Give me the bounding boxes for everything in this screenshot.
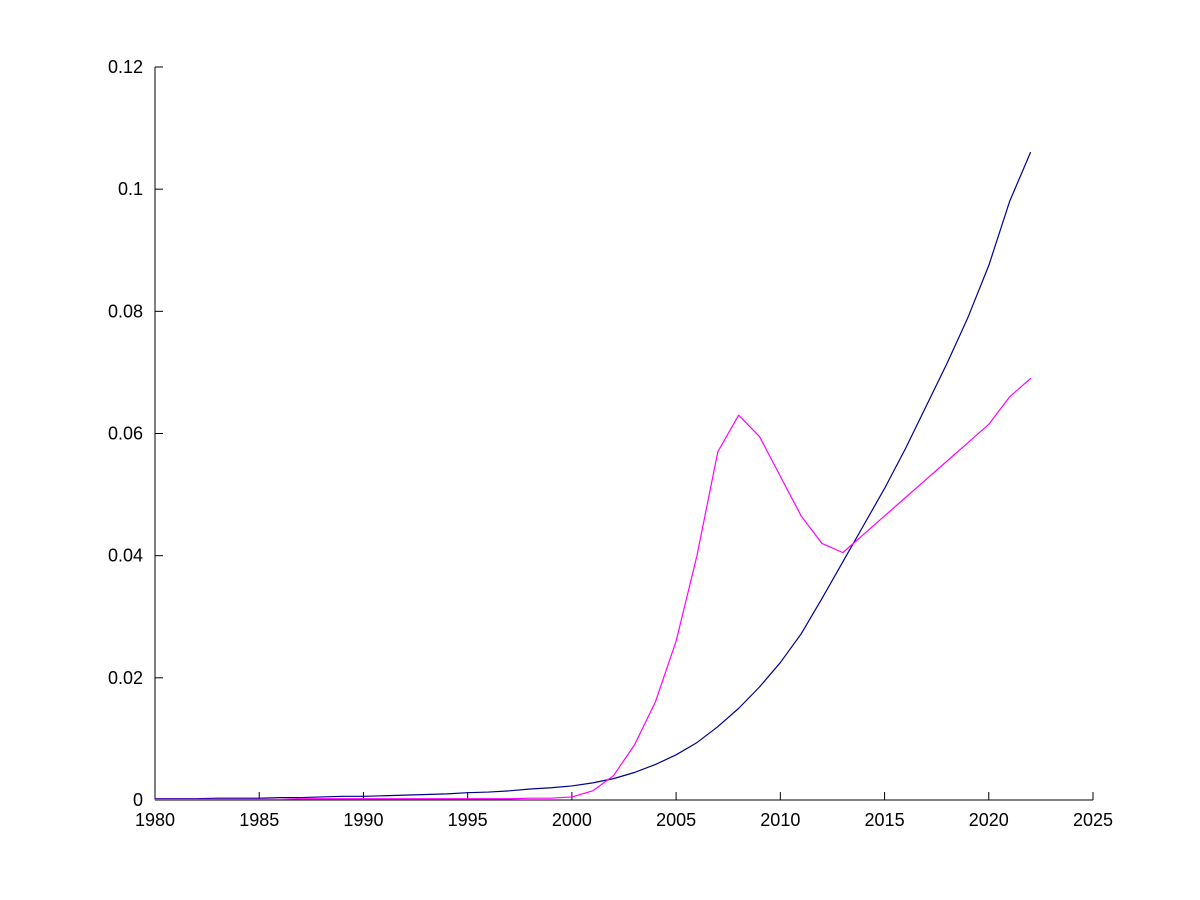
- x-tick-label: 2020: [969, 810, 1009, 830]
- y-tick-label: 0.12: [108, 57, 143, 77]
- x-tick-label: 2010: [760, 810, 800, 830]
- y-tick-label: 0.08: [108, 301, 143, 321]
- y-tick-label: 0: [133, 790, 143, 810]
- x-tick-label: 2025: [1073, 810, 1113, 830]
- y-tick-label: 0.06: [108, 424, 143, 444]
- x-tick-label: 2005: [656, 810, 696, 830]
- x-tick-label: 1990: [343, 810, 383, 830]
- y-tick-label: 0.04: [108, 546, 143, 566]
- series-magenta: [154, 377, 1032, 800]
- x-tick-label: 1985: [239, 810, 279, 830]
- x-tick-label: 1980: [135, 810, 175, 830]
- x-tick-label: 2015: [865, 810, 905, 830]
- x-tick-label: 1995: [448, 810, 488, 830]
- series-blue: [154, 151, 1032, 800]
- x-tick-label: 2000: [552, 810, 592, 830]
- y-tick-label: 0.1: [118, 179, 143, 199]
- y-tick-label: 0.02: [108, 668, 143, 688]
